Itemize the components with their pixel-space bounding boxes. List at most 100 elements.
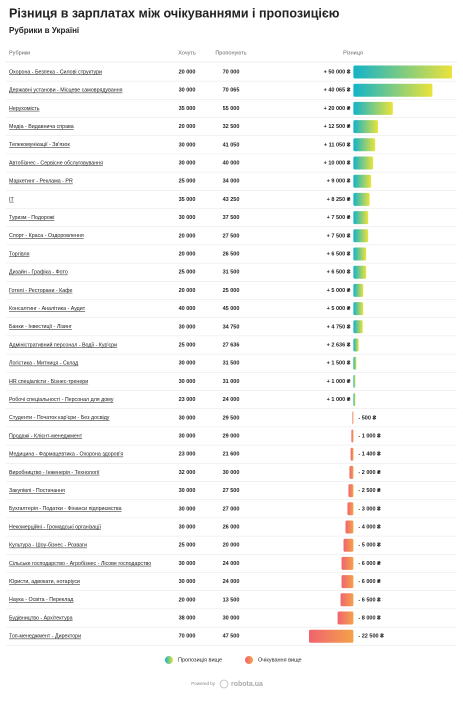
bar bbox=[353, 265, 367, 279]
want-cell: 20 000 bbox=[179, 597, 196, 603]
column-header: Хочуть bbox=[178, 50, 196, 56]
row-label: Дизайн - Графіка - Фото bbox=[9, 269, 68, 276]
row-label: Телекомунікації - Зв'язок bbox=[9, 142, 70, 148]
bar bbox=[353, 138, 376, 152]
offer-cell: 55 000 bbox=[223, 106, 240, 112]
offer-cell: 32 500 bbox=[223, 124, 240, 130]
value-label: + 5 000 ₴ bbox=[327, 306, 351, 312]
want-cell: 20 000 bbox=[179, 233, 196, 239]
value-label: - 5 000 ₴ bbox=[358, 543, 381, 549]
value-label: - 8 000 ₴ bbox=[358, 615, 381, 621]
offer-cell: 34 750 bbox=[223, 324, 240, 330]
want-cell: 30 000 bbox=[179, 561, 196, 567]
bar bbox=[345, 520, 354, 534]
bar bbox=[353, 83, 433, 97]
footer-logo bbox=[219, 679, 229, 689]
row-label: Некомерційні - Громадські організації bbox=[9, 523, 101, 530]
offer-cell: 29 000 bbox=[223, 433, 240, 439]
want-cell: 35 000 bbox=[179, 106, 196, 112]
value-label: + 50 000 ₴ bbox=[324, 69, 351, 75]
row-label: Продажі - Клієнт-менеджмент bbox=[9, 433, 83, 439]
row-label: Наука - Освіта - Переклад bbox=[9, 597, 73, 603]
value-label: + 12 500 ₴ bbox=[324, 124, 351, 130]
bar bbox=[353, 229, 369, 243]
offer-cell: 31 000 bbox=[223, 379, 240, 385]
value-label: + 20 000 ₴ bbox=[324, 106, 351, 112]
want-cell: 30 000 bbox=[179, 160, 196, 166]
offer-cell: 45 000 bbox=[223, 306, 240, 312]
row-label: Консалтинг - Аналітика - Аудит bbox=[9, 306, 86, 312]
chart-title: Різниця в зарплатах між очікуваннями і п… bbox=[9, 6, 340, 20]
bar bbox=[353, 283, 364, 297]
value-label: - 2 500 ₴ bbox=[358, 488, 381, 494]
want-cell: 25 000 bbox=[179, 270, 196, 276]
bar bbox=[353, 120, 379, 134]
bar bbox=[309, 629, 354, 643]
offer-cell: 24 000 bbox=[223, 561, 240, 567]
bar bbox=[347, 502, 354, 516]
row-label: Державні установи - Місцеве самоврядуван… bbox=[9, 88, 123, 94]
want-cell: 30 000 bbox=[179, 579, 196, 585]
want-cell: 23 000 bbox=[179, 452, 196, 458]
row-label: Маркетинг - Реклама - PR bbox=[9, 179, 73, 185]
want-cell: 40 000 bbox=[179, 306, 196, 312]
row-label: Медіа - Видавнича справа bbox=[9, 124, 74, 130]
want-cell: 30 000 bbox=[179, 215, 196, 221]
bar bbox=[349, 465, 354, 479]
want-cell: 30 000 bbox=[179, 88, 196, 94]
column-header: Різниця bbox=[343, 50, 363, 56]
row-label: Спорт - Краса - Оздоровлення bbox=[9, 233, 84, 239]
offer-cell: 40 000 bbox=[223, 160, 240, 166]
bar bbox=[353, 247, 367, 261]
offer-cell: 34 000 bbox=[223, 179, 240, 185]
value-label: + 9 000 ₴ bbox=[327, 179, 351, 185]
bar bbox=[350, 447, 354, 461]
row-label: Торгівля bbox=[9, 251, 30, 257]
value-label: + 4 750 ₴ bbox=[327, 324, 351, 330]
offer-cell: 26 000 bbox=[223, 524, 240, 530]
offer-cell: 70 065 bbox=[223, 88, 240, 94]
row-label: Банки - Інвестиції - Лізинг bbox=[9, 324, 72, 330]
want-cell: 30 000 bbox=[179, 506, 196, 512]
value-label: + 11 050 ₴ bbox=[324, 142, 351, 148]
bar bbox=[353, 156, 374, 170]
value-label: - 6 000 ₴ bbox=[358, 579, 381, 585]
bar bbox=[341, 575, 354, 589]
bar bbox=[353, 393, 356, 407]
want-cell: 20 000 bbox=[179, 69, 196, 75]
row-label: Нерухомість bbox=[9, 106, 40, 112]
row-label: Сільське господарство - Агробізнес - Ліс… bbox=[9, 561, 151, 567]
want-cell: 30 000 bbox=[179, 524, 196, 530]
footer-text: Powered by bbox=[191, 681, 216, 686]
offer-cell: 31 500 bbox=[223, 361, 240, 367]
want-cell: 23 000 bbox=[179, 397, 196, 403]
value-label: + 7 500 ₴ bbox=[327, 215, 351, 221]
column-header: Пропонують bbox=[215, 50, 246, 56]
bar bbox=[353, 211, 369, 225]
offer-cell: 27 000 bbox=[223, 506, 240, 512]
offer-cell: 24 000 bbox=[223, 397, 240, 403]
want-cell: 20 000 bbox=[179, 251, 196, 257]
value-label: + 1 000 ₴ bbox=[327, 397, 351, 403]
offer-cell: 21 600 bbox=[223, 452, 240, 458]
offer-cell: 13 500 bbox=[223, 597, 240, 603]
offer-cell: 26 500 bbox=[223, 251, 240, 257]
value-label: + 6 500 ₴ bbox=[327, 270, 351, 276]
bar bbox=[353, 320, 363, 334]
column-header: Рубрики bbox=[9, 50, 30, 56]
legend-swatch bbox=[165, 656, 173, 664]
bar bbox=[343, 538, 354, 552]
want-cell: 30 000 bbox=[179, 361, 196, 367]
value-label: - 1 000 ₴ bbox=[358, 433, 381, 439]
want-cell: 30 000 bbox=[179, 142, 196, 148]
bar bbox=[341, 556, 354, 570]
offer-cell: 27 500 bbox=[223, 233, 240, 239]
value-label: + 10 000 ₴ bbox=[324, 160, 351, 166]
bar bbox=[353, 302, 364, 316]
bar bbox=[353, 174, 372, 188]
bar bbox=[351, 429, 354, 443]
legend-label: Очікування вище bbox=[258, 657, 302, 663]
row-label: Виробництво - Інженерія - Технології bbox=[9, 470, 100, 476]
value-label: - 6 000 ₴ bbox=[358, 561, 381, 567]
